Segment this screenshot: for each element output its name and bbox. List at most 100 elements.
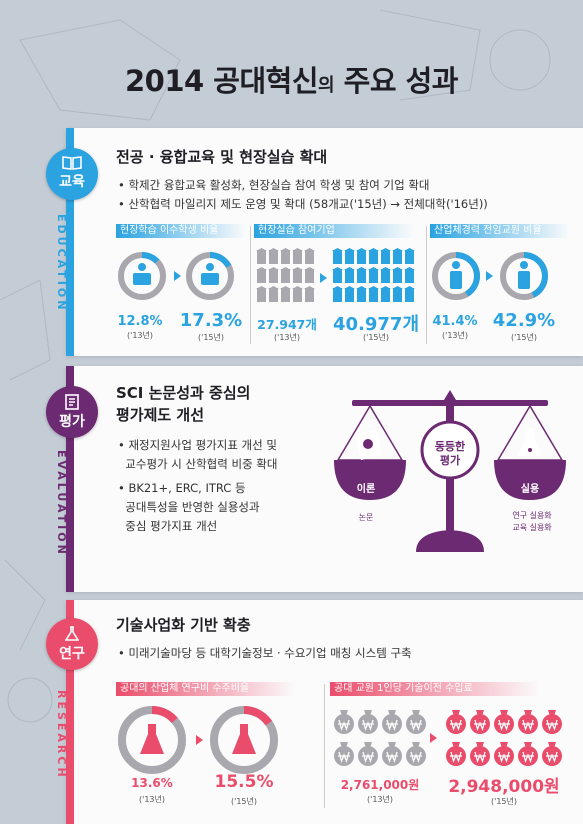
- building-roof: [280, 286, 291, 289]
- money-bag-top: [548, 710, 556, 716]
- building-icon: [281, 269, 290, 283]
- res-stat1-before-donut: [118, 706, 186, 774]
- building-roof: [256, 286, 267, 289]
- edu-stat2-after-value: 40.977개: [332, 314, 420, 335]
- title-main: 2014 공대혁신: [124, 64, 319, 98]
- building-roof: [404, 286, 415, 289]
- edu-stat3-arrow: [486, 271, 493, 281]
- building-icon: [257, 288, 266, 302]
- money-bag-top: [364, 710, 372, 716]
- building-roof: [332, 248, 343, 251]
- res-stat2-after-value: 2,948,000원: [448, 777, 560, 797]
- evaluation-bullet-2: • BK21+, ERC, ITRC 등: [118, 481, 246, 495]
- money-bag-top: [452, 710, 460, 716]
- research-vertical-label: RESEARCH: [55, 690, 68, 780]
- money-bag-top: [388, 742, 396, 748]
- money-bag-top: [412, 710, 420, 716]
- building-icon: [369, 288, 378, 302]
- paper-icon: [355, 429, 383, 461]
- won-sign: [410, 751, 422, 763]
- evaluation-stripe: [66, 366, 74, 592]
- won-sign: [546, 751, 558, 763]
- building-icon: [333, 250, 342, 264]
- building-roof: [404, 248, 415, 251]
- evaluation-heading-1: SCI 논문성과 중심의: [116, 384, 251, 402]
- building-icon: [305, 250, 314, 264]
- res-stat2-before-moneybags: [334, 710, 426, 766]
- evaluation-heading-2: 평가제도 개선: [116, 406, 205, 424]
- won-sign: [522, 719, 534, 731]
- evaluation-bullet-2c: 중심 평가지표 개선: [118, 519, 218, 533]
- building-icon: [381, 288, 390, 302]
- building-roof: [268, 286, 279, 289]
- balance-scale-illustration: [334, 390, 566, 552]
- edu-stat2-after-buildings: [332, 248, 415, 302]
- edu-stat2-label: 현장실습 참여기업: [254, 224, 414, 238]
- scale-right-caption-2: 교육 실용화: [512, 523, 552, 532]
- building-roof: [380, 286, 391, 289]
- building-icon: [369, 269, 378, 283]
- res-stat2-arrow: [430, 733, 437, 743]
- edu-stat2-before-buildings: [256, 248, 315, 302]
- building-roof: [392, 286, 403, 289]
- building-icon: [293, 269, 302, 283]
- title-rest: 주요 성과: [334, 64, 459, 98]
- res-stat2-after-year: ('15년): [491, 797, 517, 806]
- edu-stat3-after-donut: [500, 252, 548, 300]
- building-icon: [393, 288, 402, 302]
- scale-center-label: 동등한 평가: [420, 440, 480, 468]
- edu-stat1-after-value: 17.3%: [179, 310, 243, 331]
- building-icon: [281, 288, 290, 302]
- reading-student-icon: [201, 263, 219, 285]
- building-icon: [269, 250, 278, 264]
- res-stat1-arrow: [196, 735, 203, 745]
- building-icon: [381, 250, 390, 264]
- building-icon: [393, 250, 402, 264]
- building-roof: [392, 267, 403, 270]
- building-icon: [333, 269, 342, 283]
- research-bullet-1: • 미래기술마당 등 대학기술정보 · 수요기업 매칭 시스템 구축: [118, 646, 412, 660]
- building-roof: [356, 286, 367, 289]
- won-sign: [474, 751, 486, 763]
- building-roof: [344, 286, 355, 289]
- title-particle: 의: [318, 75, 335, 96]
- flask-icon: [65, 626, 79, 641]
- building-icon: [393, 269, 402, 283]
- money-bag-top: [476, 710, 484, 716]
- document-icon: [65, 394, 79, 410]
- scale-left-caption: 논문: [358, 513, 374, 522]
- book-icon: [62, 156, 82, 170]
- building-roof: [304, 286, 315, 289]
- building-icon: [357, 250, 366, 264]
- won-sign: [498, 751, 510, 763]
- edu-stat1-after-donut: [186, 252, 234, 300]
- building-roof: [280, 267, 291, 270]
- won-sign: [386, 719, 398, 731]
- education-bullet-2: • 산학협력 마일리지 제도 운영 및 확대 (58개교('15년) → 전체대…: [118, 197, 488, 211]
- education-tag: 교육: [46, 148, 98, 200]
- edu-stat1-arrow: [174, 271, 181, 281]
- money-bag-top: [388, 710, 396, 716]
- won-sign: [522, 751, 534, 763]
- won-sign: [450, 751, 462, 763]
- building-roof: [356, 248, 367, 251]
- building-icon: [257, 250, 266, 264]
- building-roof: [368, 248, 379, 251]
- building-roof: [256, 267, 267, 270]
- building-icon: [333, 288, 342, 302]
- edu-stat3-after-year: ('15년): [511, 333, 537, 342]
- flask-icon: [140, 724, 164, 754]
- edu-separator-1: [250, 226, 251, 344]
- edu-stat1-before-value: 12.8%: [117, 314, 163, 329]
- education-tag-label: 교육: [59, 174, 85, 190]
- research-tag: 연구: [46, 618, 98, 670]
- edu-stat3-before-value: 41.4%: [432, 314, 478, 329]
- res-stat1-before-year: ('13년): [139, 795, 165, 804]
- money-bag-top: [340, 710, 348, 716]
- building-icon: [405, 250, 414, 264]
- res-separator: [324, 684, 325, 808]
- edu-stat3-before-donut: [432, 252, 480, 300]
- building-icon: [281, 250, 290, 264]
- building-icon: [269, 288, 278, 302]
